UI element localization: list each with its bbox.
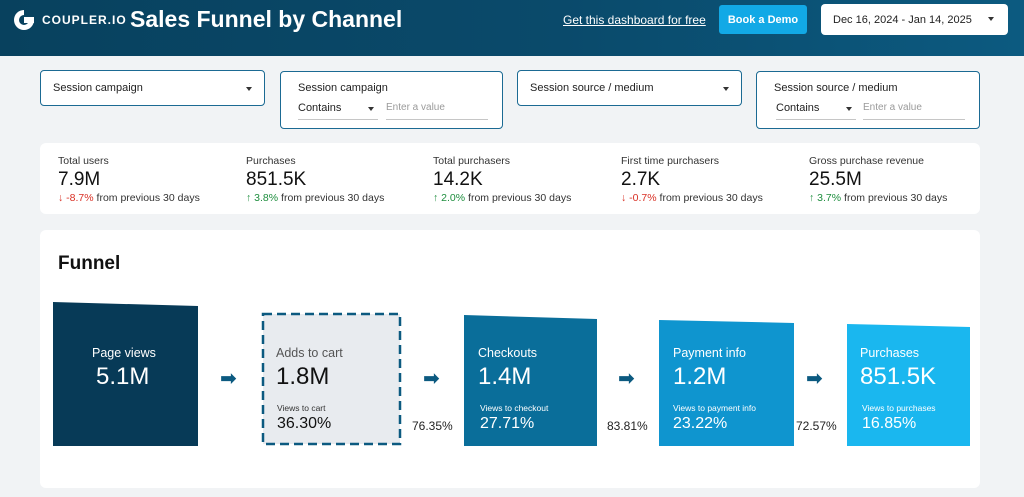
stage-sub-value: 27.71%	[480, 415, 535, 432]
session-campaign-filter: Session campaign Contains Enter a value	[280, 71, 503, 129]
kpi-label: First time purchasers	[621, 155, 720, 167]
page-title: Sales Funnel by Channel	[130, 6, 403, 32]
header-bar: COUPLER.IO Sales Funnel by Channel Get t…	[0, 0, 1024, 56]
kpi-label: Total users	[58, 155, 109, 167]
filter-label: Session campaign	[53, 82, 143, 94]
chevron-down-icon	[988, 17, 994, 21]
funnel-stage-payment-info-shape	[659, 320, 794, 446]
kpi-label: Gross purchase revenue	[809, 155, 924, 167]
coupler-logo-icon	[14, 10, 34, 30]
kpi-delta: ↓ -0.7% from previous 30 days	[621, 192, 763, 204]
funnel-stage-checkouts-shape	[464, 315, 597, 446]
session-source-medium-dropdown[interactable]: Session source / medium	[517, 70, 742, 106]
delta-suffix: from previous 30 days	[281, 192, 385, 204]
funnel-title: Funnel	[58, 253, 121, 274]
kpi-gross-purchase-revenue: Gross purchase revenue 25.5M ↑ 3.7% from…	[809, 155, 947, 204]
book-demo-button[interactable]: Book a Demo	[719, 5, 807, 34]
filter-value-input[interactable]: Enter a value	[386, 102, 488, 120]
stage-label: Payment info	[673, 346, 746, 360]
conversion-rate: 72.57%	[796, 419, 837, 433]
kpi-first-time-purchasers: First time purchasers 2.7K ↓ -0.7% from …	[621, 155, 763, 204]
kpi-value: 851.5K	[246, 169, 307, 190]
delta-value: 3.8%	[254, 192, 279, 204]
kpi-value: 25.5M	[809, 169, 862, 190]
delta-suffix: from previous 30 days	[844, 192, 948, 204]
kpi-delta: ↓ -8.7% from previous 30 days	[58, 192, 200, 204]
filter-value-input[interactable]: Enter a value	[863, 102, 965, 120]
chevron-down-icon	[846, 107, 852, 111]
conversion-rate: 76.35%	[412, 419, 453, 433]
stage-value: 1.8M	[276, 363, 330, 390]
coupler-logo[interactable]: COUPLER.IO	[12, 8, 127, 32]
stage-label: Page views	[92, 346, 156, 360]
stage-sub-label: Views to purchases	[862, 403, 936, 413]
arrow-right-icon: ➡	[618, 368, 635, 390]
kpi-label: Purchases	[246, 155, 296, 167]
kpi-delta: ↑ 3.8% from previous 30 days	[246, 192, 384, 204]
stage-label: Checkouts	[478, 346, 538, 360]
stage-sub-label: Views to payment info	[673, 403, 756, 413]
chevron-down-icon	[246, 87, 252, 91]
conversion-rate: 83.81%	[607, 419, 648, 433]
kpi-label: Total purchasers	[433, 155, 511, 167]
delta-suffix: from previous 30 days	[96, 192, 200, 204]
kpi-value: 7.9M	[58, 169, 101, 190]
stage-value: 1.2M	[673, 363, 727, 390]
arrow-right-icon: ➡	[423, 368, 440, 390]
operator-select[interactable]: Contains	[776, 102, 856, 120]
kpi-delta: ↑ 2.0% from previous 30 days	[433, 192, 571, 204]
kpi-delta: ↑ 3.7% from previous 30 days	[809, 192, 947, 204]
stage-label: Adds to cart	[276, 346, 343, 360]
delta-suffix: from previous 30 days	[468, 192, 572, 204]
operator-value: Contains	[776, 102, 820, 114]
stage-label: Purchases	[860, 346, 920, 360]
kpi-value: 14.2K	[433, 169, 483, 190]
arrow-down-icon: ↓	[621, 192, 627, 204]
chevron-down-icon	[723, 87, 729, 91]
arrow-right-icon: ➡	[220, 368, 237, 390]
filter-label: Session source / medium	[774, 82, 898, 94]
funnel-shapes	[53, 302, 970, 446]
arrow-up-icon: ↑	[433, 192, 439, 204]
stage-value: 1.4M	[478, 363, 532, 390]
arrow-down-icon: ↓	[58, 192, 64, 204]
session-campaign-dropdown[interactable]: Session campaign	[40, 70, 265, 106]
arrow-right-icon: ➡	[806, 368, 823, 390]
brand-name: COUPLER.IO	[42, 13, 127, 27]
date-range-value: Dec 16, 2024 - Jan 14, 2025	[833, 13, 972, 26]
operator-select[interactable]: Contains	[298, 102, 378, 120]
delta-value: 2.0%	[441, 192, 466, 204]
get-dashboard-link[interactable]: Get this dashboard for free	[563, 13, 706, 27]
date-range-picker[interactable]: Dec 16, 2024 - Jan 14, 2025	[821, 4, 1008, 35]
arrow-up-icon: ↑	[809, 192, 815, 204]
stage-sub-label: Views to checkout	[480, 403, 549, 413]
delta-value: -0.7%	[629, 192, 657, 204]
kpi-value: 2.7K	[621, 169, 661, 190]
funnel-stage-page-views-shape	[53, 302, 198, 446]
kpi-total-purchasers: Total purchasers 14.2K ↑ 2.0% from previ…	[433, 155, 571, 204]
stage-sub-label: Views to cart	[277, 403, 326, 413]
stage-sub-value: 23.22%	[673, 415, 728, 432]
arrow-up-icon: ↑	[246, 192, 252, 204]
session-source-medium-filter: Session source / medium Contains Enter a…	[756, 71, 980, 129]
stage-value: 851.5K	[860, 363, 937, 390]
stage-value: 5.1M	[96, 363, 150, 390]
kpi-total-users: Total users 7.9M ↓ -8.7% from previous 3…	[58, 155, 200, 204]
chevron-down-icon	[368, 107, 374, 111]
filter-label: Session campaign	[298, 82, 388, 94]
funnel-stage-purchases-shape	[847, 324, 970, 446]
kpi-scorecards: Total users 7.9M ↓ -8.7% from previous 3…	[40, 143, 980, 214]
funnel-card: Funnel Page views 5.1M ➡ Adds to cart 1.…	[40, 230, 980, 488]
kpi-purchases: Purchases 851.5K ↑ 3.8% from previous 30…	[246, 155, 384, 204]
delta-suffix: from previous 30 days	[659, 192, 763, 204]
filter-label: Session source / medium	[530, 82, 654, 94]
funnel-stage-adds-to-cart-shape	[261, 312, 402, 446]
delta-value: -8.7%	[66, 192, 94, 204]
delta-value: 3.7%	[817, 192, 842, 204]
stage-sub-value: 16.85%	[862, 415, 917, 432]
stage-sub-value: 36.30%	[277, 415, 332, 432]
operator-value: Contains	[298, 102, 342, 114]
